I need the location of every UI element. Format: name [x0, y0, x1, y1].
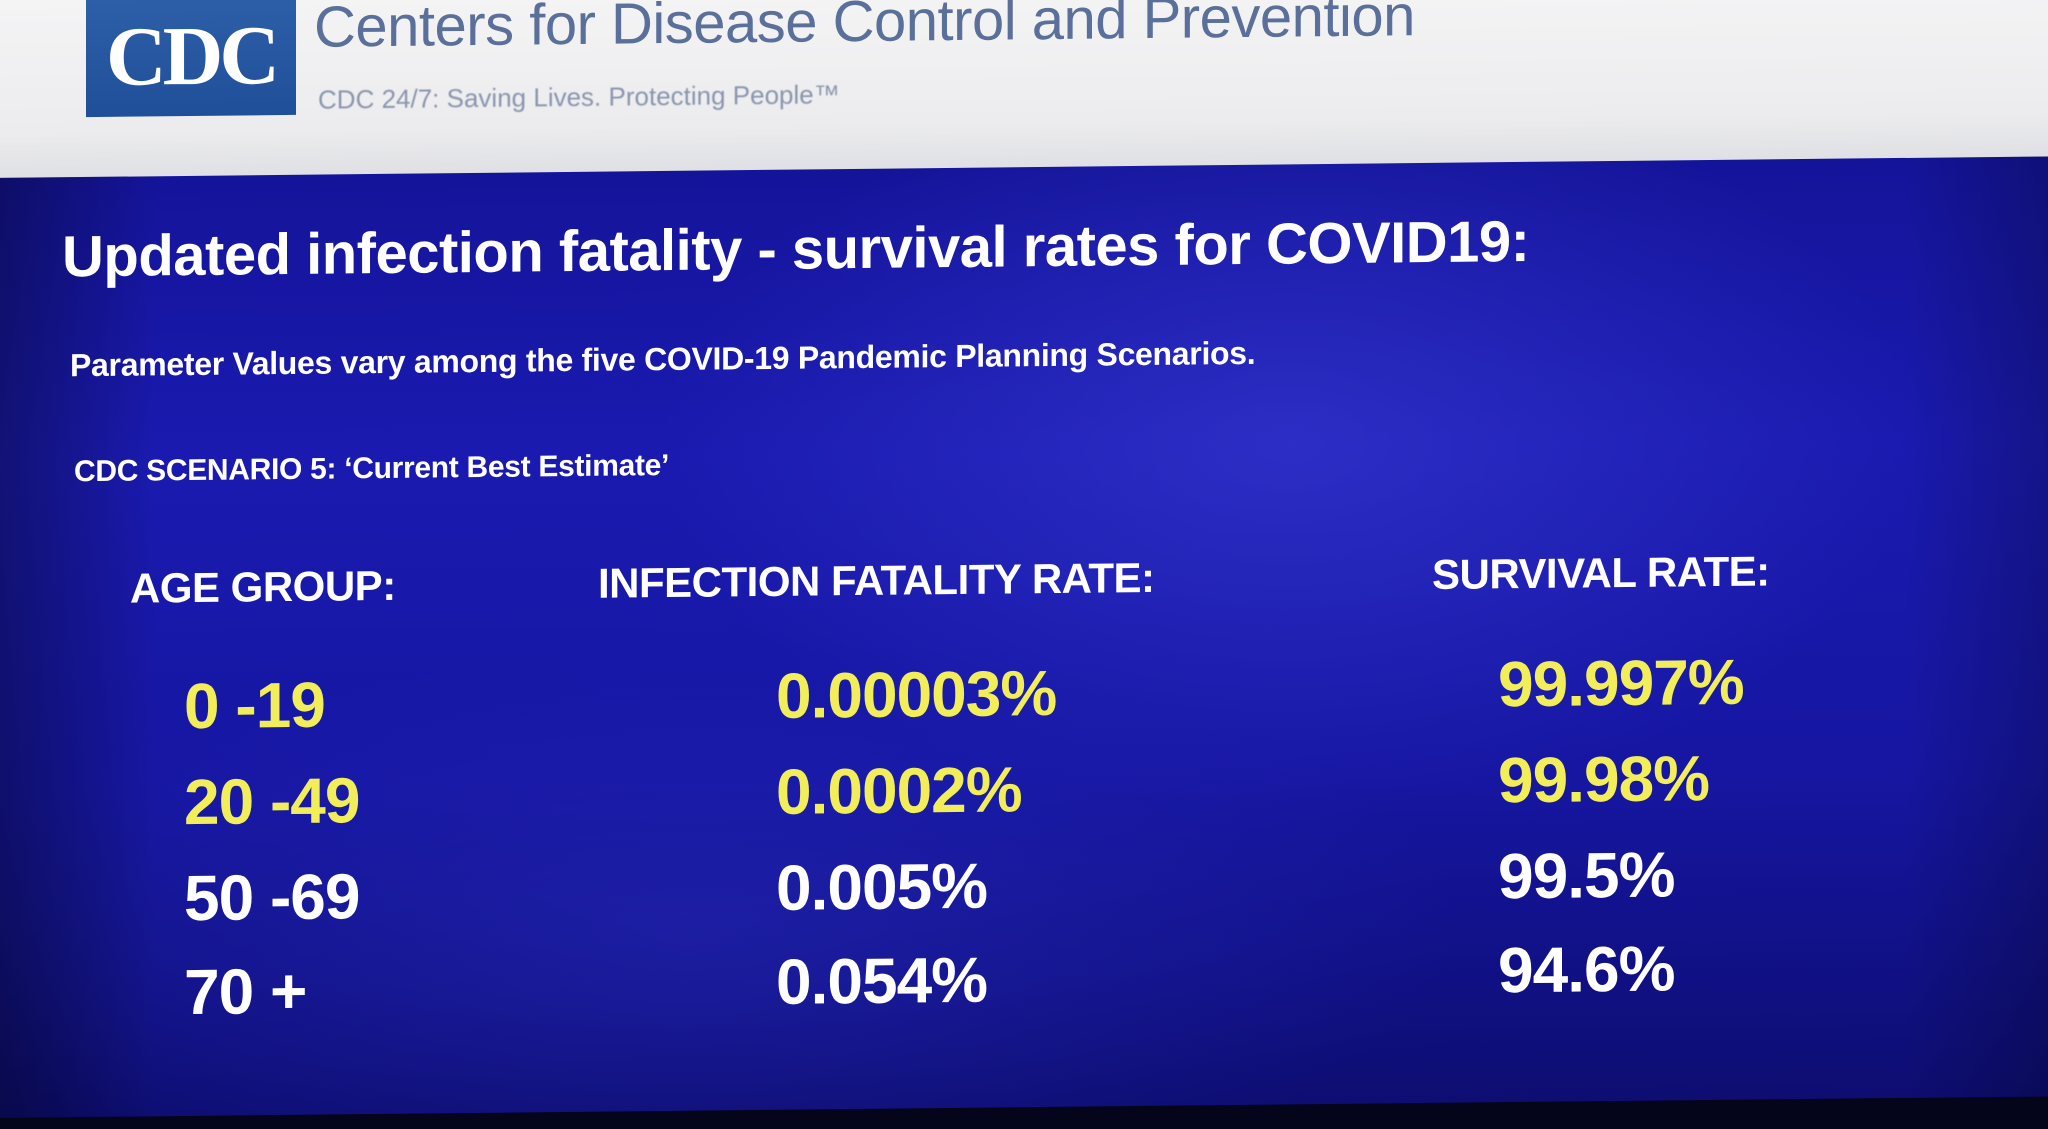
fatality-rate-cell: 0.005% — [776, 849, 988, 924]
survival-rate-cell: 99.5% — [1498, 838, 1675, 913]
age-group-cell: 0 -19 — [184, 668, 325, 743]
slide-subtitle: Parameter Values vary among the five COV… — [70, 334, 1256, 384]
header-survival-rate: SURVIVAL RATE: — [1432, 547, 1770, 599]
survival-rate-cell: 94.6% — [1498, 932, 1675, 1007]
slide-title: Updated infection fatality - survival ra… — [62, 208, 1530, 290]
header-infection-fatality-rate: INFECTION FATALITY RATE: — [598, 553, 1155, 607]
survival-rate-cell: 99.997% — [1498, 645, 1744, 721]
survival-rate-cell: 99.98% — [1498, 742, 1710, 817]
fatality-rate-cell: 0.00003% — [776, 656, 1057, 732]
age-group-cell: 70 + — [184, 954, 307, 1029]
age-group-cell: 20 -49 — [184, 764, 360, 839]
age-group-cell: 50 -69 — [184, 860, 360, 935]
header-age-group: AGE GROUP: — [130, 561, 396, 612]
fatality-rate-cell: 0.0002% — [776, 753, 1022, 828]
scenario-label: CDC SCENARIO 5: ‘Current Best Estimate’ — [74, 448, 670, 489]
fatality-rate-cell: 0.054% — [776, 943, 988, 1018]
